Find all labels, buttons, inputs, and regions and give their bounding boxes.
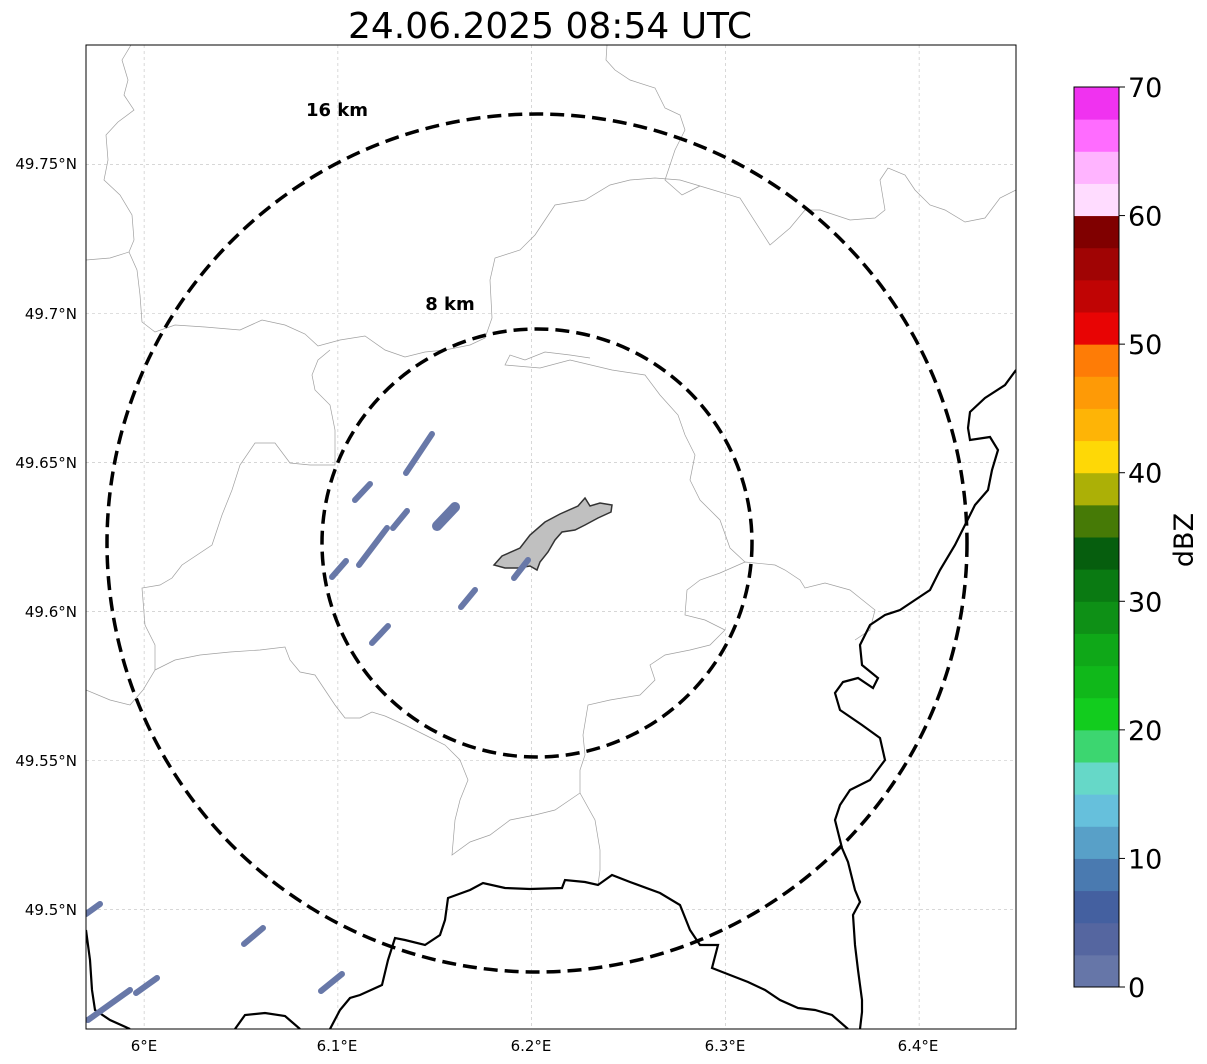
colorbar-swatch — [1074, 794, 1119, 827]
colorbar-swatch — [1074, 633, 1119, 667]
colorbar-tick-label: 70 — [1128, 73, 1162, 104]
colorbar-swatch — [1074, 601, 1119, 634]
colorbar-tick-label: 40 — [1128, 459, 1162, 490]
colorbar-swatch — [1074, 665, 1119, 699]
admin-line — [128, 167, 1016, 358]
echo-streak — [329, 558, 349, 580]
echo-streak — [86, 987, 133, 1023]
colorbar-swatch — [1074, 858, 1119, 892]
echo-streak — [133, 975, 160, 996]
echo-streak — [403, 431, 435, 476]
border-line — [234, 1011, 301, 1029]
colorbar-swatch — [1074, 87, 1119, 120]
admin-line — [504, 351, 746, 563]
lat-tick-label: 49.55°N — [15, 752, 77, 770]
colorbar-swatch — [1074, 537, 1119, 570]
lon-tick-label: 6.4°E — [898, 1037, 939, 1055]
lat-tick-label: 49.7°N — [25, 305, 77, 323]
colorbar-swatch — [1074, 247, 1119, 281]
range-ring-label-16km: 16 km — [306, 100, 368, 121]
lon-tick-label: 6°E — [131, 1037, 158, 1055]
colorbar-swatch — [1074, 119, 1119, 152]
colorbar-swatch — [1074, 151, 1119, 184]
map-frame — [85, 44, 1017, 1030]
colorbar-tick-label: 60 — [1128, 202, 1162, 233]
colorbar-label: dBZ — [1169, 513, 1200, 567]
echo-streak — [458, 587, 478, 610]
colorbar-swatch — [1074, 922, 1119, 956]
colorbar-tick-label: 30 — [1128, 587, 1162, 618]
colorbar-swatch — [1074, 472, 1119, 506]
echo-streak — [318, 971, 345, 994]
border-line — [86, 929, 131, 1029]
colorbar-swatch — [1074, 762, 1119, 795]
border-line — [833, 369, 1016, 1029]
colorbar-swatch — [1074, 376, 1119, 409]
echo-streak — [369, 623, 391, 646]
echo-streak — [241, 925, 266, 947]
colorbar-swatch — [1074, 312, 1119, 345]
colorbar-frame — [1073, 86, 1120, 988]
colorbar-swatch — [1074, 504, 1119, 538]
colorbar-tick-label: 50 — [1128, 330, 1162, 361]
colorbar-swatch — [1074, 408, 1119, 442]
admin-line — [605, 45, 701, 196]
echo-streak — [86, 901, 103, 917]
echo-streak — [356, 525, 390, 568]
colorbar-tick-label: 10 — [1128, 844, 1162, 875]
colorbar-swatch — [1074, 569, 1119, 602]
map-area[interactable] — [86, 45, 1016, 1029]
colorbar-swatch — [1074, 826, 1119, 859]
range-ring-label-8km: 8 km — [425, 294, 475, 315]
echo-streak — [511, 557, 531, 581]
map-title: 24.06.2025 08:54 UTC — [348, 6, 752, 47]
colorbar-swatch — [1074, 890, 1119, 924]
admin-line — [579, 792, 601, 886]
lon-tick-label: 6.2°E — [511, 1037, 552, 1055]
lat-tick-label: 49.65°N — [15, 454, 77, 472]
gridlines — [86, 45, 1016, 1029]
colorbar-swatches — [1074, 87, 1119, 988]
admin-boundaries — [86, 45, 1016, 886]
colorbar-swatch — [1074, 344, 1119, 377]
radar-echoes — [86, 431, 531, 1023]
national-borders — [86, 369, 1016, 1029]
border-line — [329, 873, 849, 1029]
echo-streak — [352, 481, 373, 503]
city-area — [492, 496, 613, 572]
colorbar-swatch — [1074, 440, 1119, 474]
lon-tick-label: 6.1°E — [317, 1037, 358, 1055]
range-ring-16km — [105, 112, 969, 974]
colorbar-swatch — [1074, 215, 1119, 249]
echo-streak — [390, 508, 410, 531]
longitude-tick-labels: 6°E 6.1°E 6.2°E 6.3°E 6.4°E — [131, 1037, 939, 1055]
range-rings — [105, 112, 969, 974]
lat-tick-label: 49.75°N — [15, 155, 77, 173]
colorbar-swatch — [1074, 697, 1119, 731]
colorbar-swatch — [1074, 279, 1119, 313]
colorbar-swatch — [1074, 729, 1119, 763]
range-ring-8km — [320, 327, 754, 759]
colorbar-ticks: 0 10 20 30 40 50 60 70 — [1119, 73, 1162, 1004]
colorbar: 0 10 20 30 40 50 60 70 dBZ — [1073, 73, 1200, 1004]
colorbar-tick-label: 20 — [1128, 716, 1162, 747]
colorbar-swatch — [1074, 954, 1119, 988]
lon-tick-label: 6.3°E — [705, 1037, 746, 1055]
admin-line — [86, 45, 135, 261]
colorbar-swatch — [1074, 183, 1119, 217]
lat-tick-label: 49.5°N — [25, 901, 77, 919]
colorbar-tick-label: 0 — [1128, 973, 1145, 1004]
admin-line — [86, 349, 336, 706]
lat-tick-label: 49.6°N — [25, 603, 77, 621]
latitude-tick-labels: 49.5°N 49.55°N 49.6°N 49.65°N 49.7°N 49.… — [15, 155, 77, 919]
echo-streak — [432, 502, 460, 531]
